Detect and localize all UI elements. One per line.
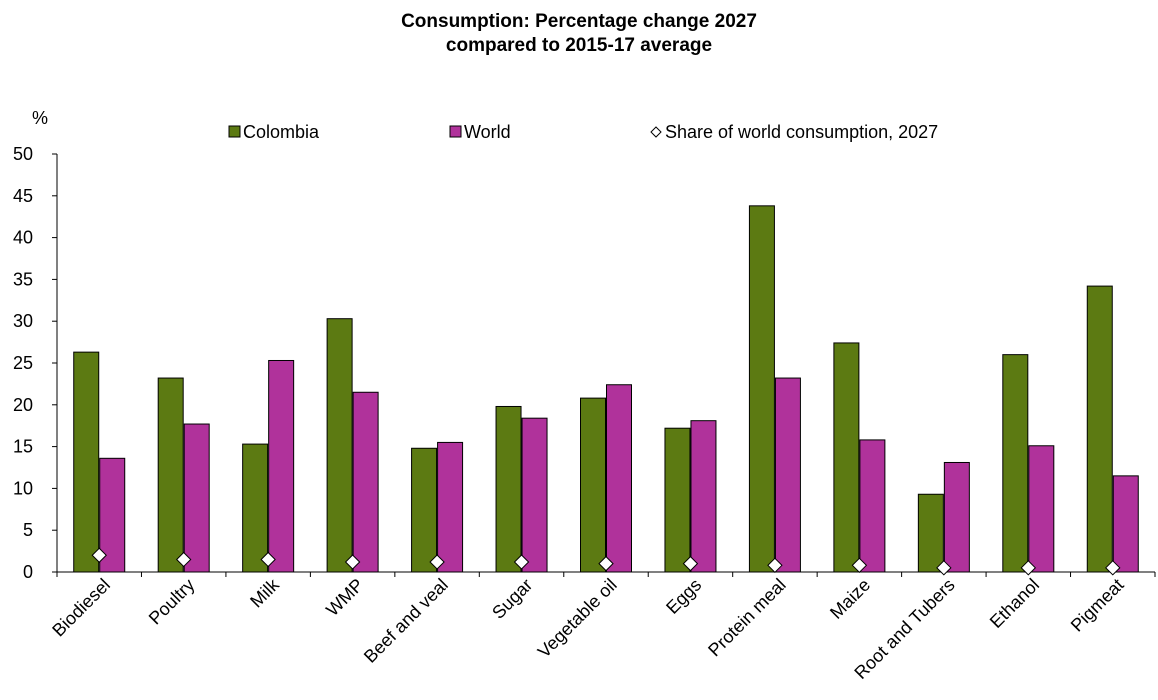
y-tick-label: 35 xyxy=(13,269,33,289)
x-tick-label: Beef and veal xyxy=(360,575,452,667)
bar-colombia-eggs xyxy=(664,427,691,573)
share-marker-eggs xyxy=(682,555,699,572)
bar-world-vegetable-oil xyxy=(606,384,632,573)
share-marker-protein-meal xyxy=(767,557,783,574)
bar-world-root-and-tubers xyxy=(943,461,970,573)
bar-colombia-milk xyxy=(242,443,269,573)
y-tick-label: 50 xyxy=(13,144,33,164)
legend-label: World xyxy=(464,122,511,142)
bar-colombia-ethanol xyxy=(1002,354,1029,573)
y-axis-label: % xyxy=(32,108,48,128)
y-tick-label: 45 xyxy=(13,186,33,206)
bar-colombia-wmp xyxy=(326,318,353,573)
bar-colombia-poultry xyxy=(157,377,184,573)
bar-world-wmp xyxy=(352,391,379,573)
bar-colombia-protein-meal xyxy=(748,205,775,573)
x-tick-label: Biodiesel xyxy=(48,575,114,641)
bar-colombia-root-and-tubers xyxy=(917,493,944,573)
x-tick-label: Protein meal xyxy=(704,575,790,661)
share-marker-root-and-tubers xyxy=(936,560,952,576)
legend-swatch-world xyxy=(449,125,462,138)
bar-colombia-maize xyxy=(833,342,860,573)
bar-world-beef-and-veal xyxy=(437,441,464,573)
x-tick-label: Poultry xyxy=(145,575,199,629)
legend-swatch-colombia xyxy=(228,125,241,138)
share-marker-ethanol xyxy=(1020,560,1037,576)
x-tick-label: Maize xyxy=(826,575,874,623)
x-tick-label: Eggs xyxy=(662,575,705,618)
bar-colombia-pigmeat xyxy=(1086,285,1113,573)
x-tick-label: Vegetable oil xyxy=(534,575,621,662)
y-tick-label: 10 xyxy=(13,478,33,498)
y-tick-label: 40 xyxy=(13,228,33,248)
bar-colombia-vegetable-oil xyxy=(580,397,606,573)
y-tick-label: 20 xyxy=(13,395,33,415)
legend: Colombia World Share of world consumption,… xyxy=(228,122,938,142)
bar-world-poultry xyxy=(183,423,210,573)
markers-group xyxy=(91,547,1121,576)
bar-world-pigmeat xyxy=(1112,475,1139,573)
bar-world-ethanol xyxy=(1028,445,1055,573)
bar-world-protein-meal xyxy=(774,377,801,573)
y-tick-label: 15 xyxy=(13,437,33,457)
share-marker-biodiesel xyxy=(91,547,107,563)
x-tick-label: WMP xyxy=(322,575,367,620)
y-tick-label: 25 xyxy=(13,353,33,373)
bars-group xyxy=(73,205,1139,573)
bar-world-milk xyxy=(268,359,295,573)
share-marker-sugar xyxy=(513,554,530,570)
share-marker-pigmeat xyxy=(1105,560,1121,576)
legend-label: Colombia xyxy=(243,122,320,142)
bar-world-sugar xyxy=(521,417,548,573)
x-tick-label: Pigmeat xyxy=(1067,575,1128,636)
x-tick-label: Milk xyxy=(246,574,283,611)
bar-world-maize xyxy=(859,439,886,573)
bar-colombia-biodiesel xyxy=(73,351,100,573)
share-marker-maize xyxy=(851,557,868,574)
share-marker-vegetable-oil xyxy=(598,555,614,572)
share-marker-poultry xyxy=(175,551,192,568)
x-tick-label: Sugar xyxy=(488,575,536,623)
chart-title-line-1: Consumption: Percentage change 2027 xyxy=(401,11,757,32)
legend-label: Share of world consumption, 2027 xyxy=(665,122,938,142)
y-tick-label: 30 xyxy=(13,311,33,331)
bar-colombia-sugar xyxy=(495,405,522,573)
bar-world-eggs xyxy=(690,420,717,573)
share-marker-wmp xyxy=(344,554,361,570)
x-tick-label: Ethanol xyxy=(986,575,1043,632)
bar-colombia-beef-and-veal xyxy=(411,447,438,573)
share-marker-milk xyxy=(260,551,276,568)
share-marker-beef-and-veal xyxy=(429,554,445,570)
legend-swatch-share-diamond xyxy=(650,126,662,138)
y-tick-label: 5 xyxy=(23,520,33,540)
y-tick-label: 0 xyxy=(23,562,33,582)
chart-title-line-2: compared to 2015-17 average xyxy=(446,35,712,56)
